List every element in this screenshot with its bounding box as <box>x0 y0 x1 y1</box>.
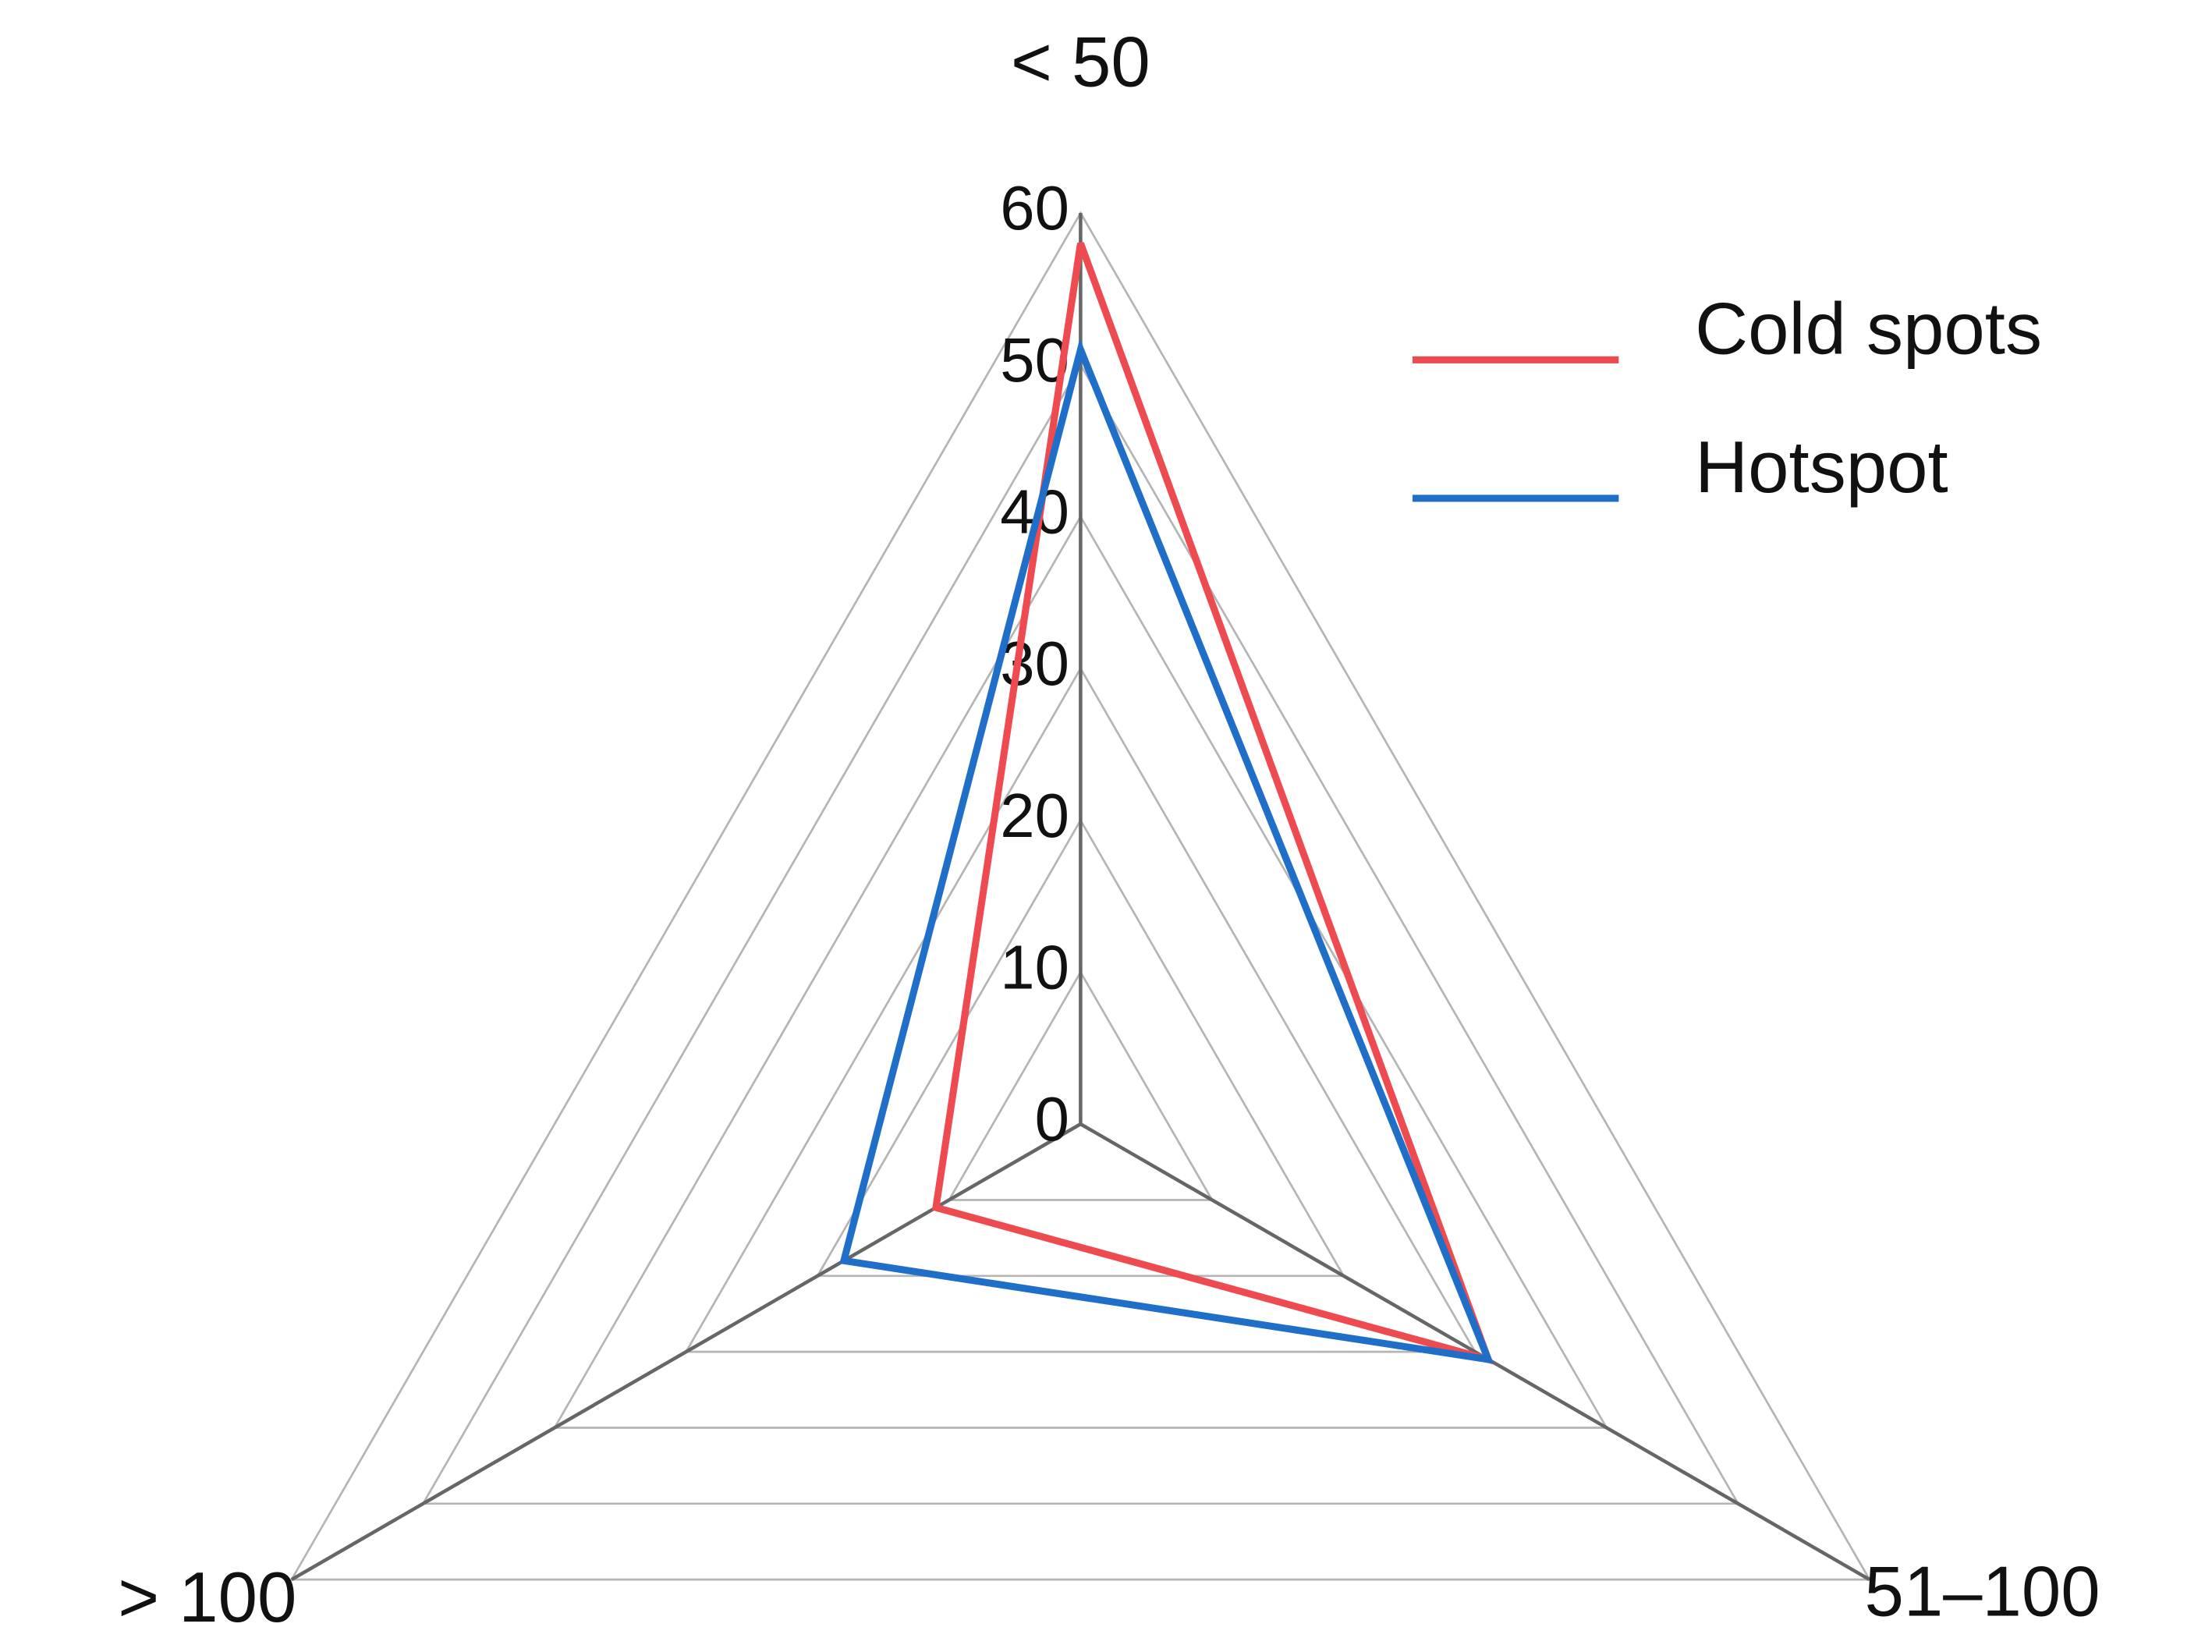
grid-line <box>289 211 1872 1581</box>
spoke <box>1079 1122 1871 1582</box>
y-tick-label: 0 <box>1035 1084 1069 1154</box>
grid-line <box>815 818 1345 1278</box>
category-label: > 100 <box>118 1558 296 1637</box>
series-line <box>931 242 1494 1365</box>
spoke <box>290 1122 1082 1582</box>
category-label: 51–100 <box>1864 1553 2100 1632</box>
y-tick-label: 10 <box>1000 932 1069 1001</box>
y-tick-label: 60 <box>1000 173 1069 243</box>
category-label: < 50 <box>1011 23 1150 101</box>
grid-line <box>421 362 1740 1505</box>
legend-label: Cold spots <box>1695 288 2042 370</box>
grid-line <box>684 666 1477 1353</box>
series-line <box>839 338 1494 1364</box>
y-tick-label: 20 <box>1000 781 1069 850</box>
grid-line <box>947 970 1214 1201</box>
legend-label: Hotspot <box>1695 426 1948 508</box>
